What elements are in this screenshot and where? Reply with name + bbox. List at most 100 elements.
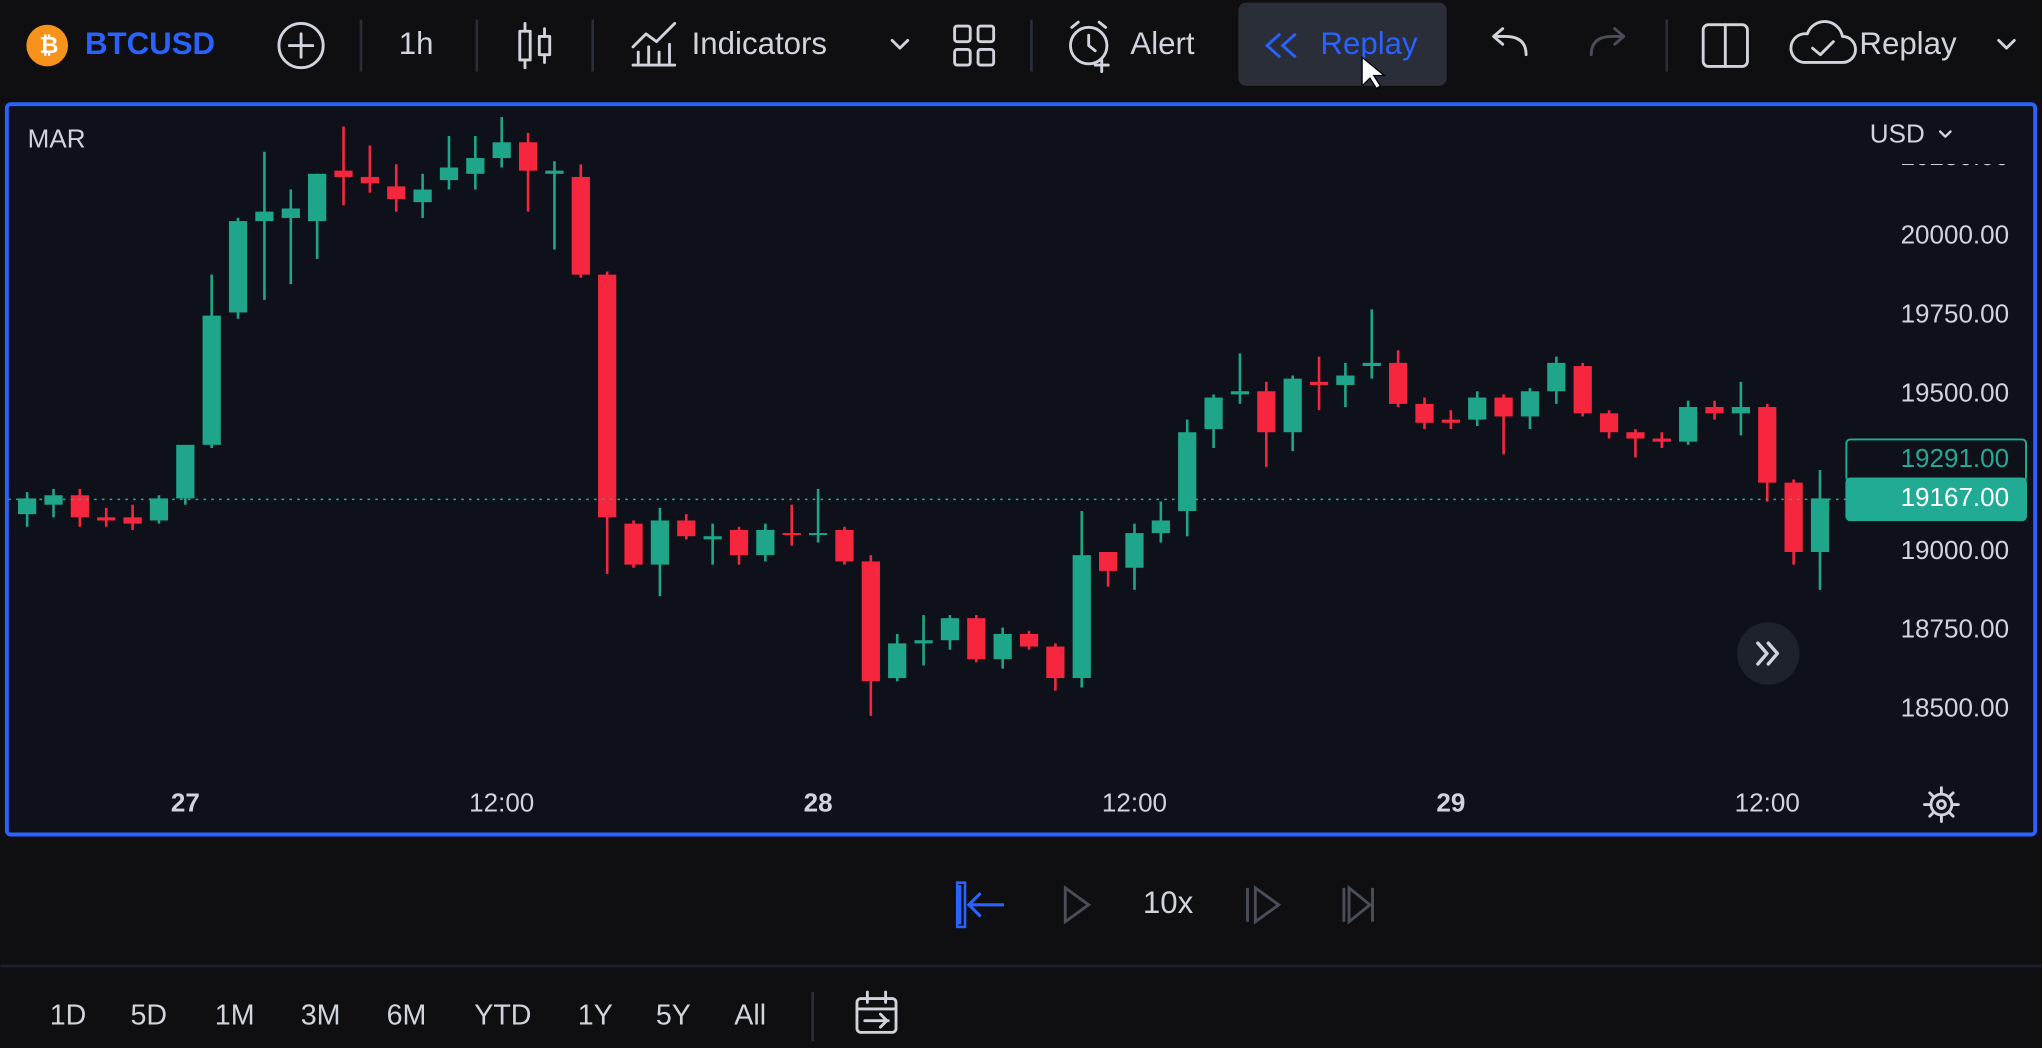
candle-body <box>228 221 248 313</box>
replay-controls: 10x <box>955 881 1374 929</box>
price-label: 19167.00 <box>1901 482 2010 512</box>
candle-body <box>1494 397 1513 417</box>
candle-body <box>914 640 933 644</box>
candle-body <box>545 170 564 174</box>
range-button[interactable]: 5D <box>130 999 167 1031</box>
y-tick-label: 19750.00 <box>1901 298 2010 328</box>
range-button[interactable]: 5Y <box>656 999 691 1031</box>
select-bar-frame <box>955 881 967 929</box>
indicators[interactable]: Indicators <box>692 26 827 61</box>
candle-body <box>70 495 89 518</box>
candle-body <box>1731 407 1750 414</box>
chart-title: MAR <box>28 123 86 153</box>
plot: 18500.0018750.0019000.0019250.0019500.00… <box>18 117 2009 817</box>
cursor <box>1361 55 1387 90</box>
dropdown[interactable] <box>890 38 910 50</box>
candle-body <box>97 517 116 521</box>
candle-body <box>44 495 63 505</box>
candle-body <box>624 523 643 565</box>
candle-body <box>466 158 485 174</box>
symbol[interactable]: BTCUSD <box>85 26 215 61</box>
candle-body <box>782 533 801 536</box>
candle-body <box>1652 438 1671 442</box>
candle-body <box>1599 413 1619 433</box>
y-tick-label: 19000.00 <box>1901 535 2010 565</box>
scroll-to-latest[interactable] <box>1737 622 1800 685</box>
candle-body <box>176 444 195 499</box>
candle-body <box>1283 378 1302 433</box>
candle-body <box>1362 362 1381 367</box>
chart-frame <box>4 102 2038 837</box>
candle-body <box>518 142 538 171</box>
candle-body <box>1336 375 1355 385</box>
replay-button-bg[interactable] <box>1238 2 1447 86</box>
select-bar[interactable] <box>958 885 1005 925</box>
btc-icon <box>26 24 69 67</box>
chart-type[interactable] <box>518 22 552 70</box>
range-button[interactable]: 1Y <box>578 999 613 1031</box>
indicators-icon[interactable] <box>631 22 677 67</box>
split-layout[interactable] <box>1701 23 1749 68</box>
candle-body <box>1125 533 1144 568</box>
toolbar: ₿ BTCUSD 1h Indicators Alert Replay Repl… <box>26 2 2016 90</box>
candle-body <box>123 517 142 524</box>
alert-icon[interactable] <box>1069 20 1110 74</box>
go-to-date[interactable] <box>855 990 898 1034</box>
step-forward[interactable] <box>1246 885 1282 925</box>
range-button[interactable]: All <box>734 999 766 1031</box>
alert[interactable]: Alert <box>1130 26 1195 61</box>
x-tick-label: 12:00 <box>1102 787 1167 817</box>
candle-body <box>334 170 353 177</box>
candle-body <box>1441 419 1460 423</box>
replay-icon[interactable] <box>1264 32 1297 59</box>
candle-body <box>308 173 327 222</box>
interval[interactable]: 1h <box>399 26 434 61</box>
dropdown[interactable] <box>1997 38 2016 50</box>
undo[interactable] <box>1492 27 1528 57</box>
y-tick-label: 20000.00 <box>1901 220 2010 250</box>
redo[interactable] <box>1589 27 1626 57</box>
replay[interactable]: Replay <box>1320 26 1418 61</box>
x-tick-label: 12:00 <box>469 787 534 817</box>
range-button[interactable]: 1M <box>215 999 255 1031</box>
x-tick-label: 27 <box>171 787 200 817</box>
candle-body <box>1573 366 1592 414</box>
play[interactable] <box>1063 885 1092 925</box>
currency[interactable]: USD <box>1870 118 1925 148</box>
candle-body <box>1389 362 1408 404</box>
candle-body <box>360 176 379 184</box>
overlay: 19291.00 19167.00 <box>8 438 2028 522</box>
candle-body <box>835 529 854 562</box>
candle-body <box>18 498 37 515</box>
x-tick-label: 29 <box>1436 787 1465 817</box>
currency-bg <box>1851 111 2032 165</box>
cloud-icon[interactable] <box>1789 20 1857 64</box>
candle-body <box>1072 555 1091 679</box>
candle-body <box>439 167 459 181</box>
jump-to-realtime[interactable] <box>1342 884 1374 925</box>
x-tick-label: 28 <box>804 787 833 817</box>
candle-body <box>861 561 880 682</box>
layouts[interactable] <box>953 24 996 67</box>
range-button[interactable]: 3M <box>301 999 341 1031</box>
candle-body <box>808 533 828 536</box>
candle-body <box>1626 432 1645 439</box>
range-button[interactable]: YTD <box>474 999 531 1031</box>
currency-dropdown[interactable] <box>1938 130 1952 138</box>
cloud-replay[interactable]: Replay <box>1859 26 1957 61</box>
candle-body <box>598 274 617 518</box>
range-button[interactable]: 6M <box>387 999 427 1031</box>
candle-body <box>1520 391 1540 417</box>
candle-body <box>729 529 749 556</box>
candle-body <box>940 618 960 641</box>
candle-body <box>1046 646 1065 679</box>
y-tick-label: 18750.00 <box>1901 614 2010 644</box>
candle-body <box>1230 391 1250 395</box>
add-symbol[interactable] <box>277 22 325 70</box>
candle-body <box>703 536 722 540</box>
candle-body <box>149 498 169 521</box>
speed[interactable]: 10x <box>1143 885 1194 920</box>
range-button[interactable]: 1D <box>50 999 87 1031</box>
settings[interactable] <box>1923 786 1960 823</box>
